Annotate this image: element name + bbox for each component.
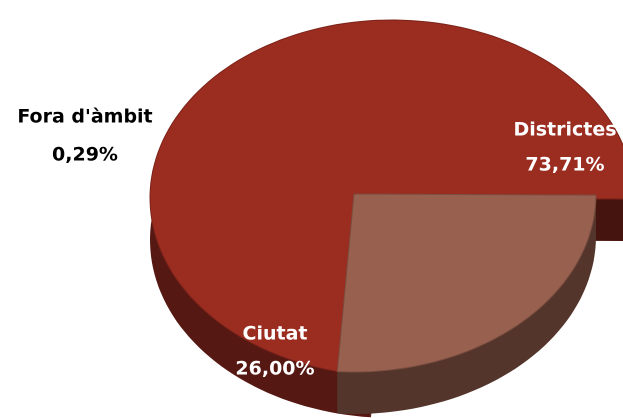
slice-label: Ciutat — [243, 323, 308, 345]
slice-value-label: 0,29% — [52, 144, 118, 166]
slice — [336, 193, 597, 373]
slice-label: Fora d'àmbit — [17, 106, 152, 128]
slice-value-label: 26,00% — [235, 358, 314, 380]
slice-label: Districtes — [513, 119, 616, 141]
slice-value-label: 73,71% — [525, 154, 604, 176]
